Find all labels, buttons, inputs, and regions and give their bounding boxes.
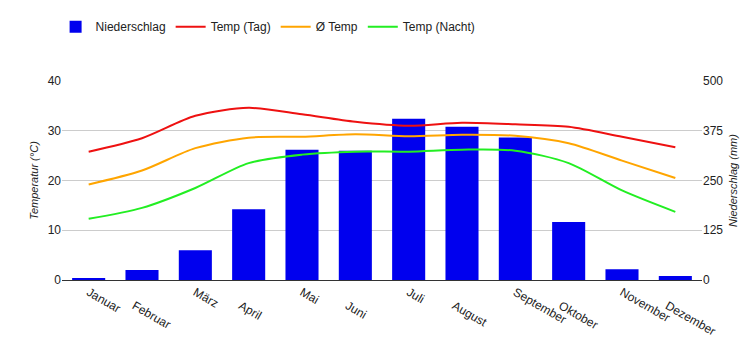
svg-text:Dezember: Dezember xyxy=(663,299,718,339)
svg-text:Juni: Juni xyxy=(343,299,369,322)
svg-text:Januar: Januar xyxy=(84,285,123,315)
svg-text:125: 125 xyxy=(703,223,723,237)
svg-text:500: 500 xyxy=(703,74,723,88)
svg-text:Niederschlag (mm): Niederschlag (mm) xyxy=(727,134,739,227)
svg-text:Ø Temp: Ø Temp xyxy=(316,20,358,34)
svg-text:Mai: Mai xyxy=(298,285,322,307)
svg-text:September: September xyxy=(511,285,569,326)
svg-text:375: 375 xyxy=(703,124,723,138)
svg-text:April: April xyxy=(236,299,264,323)
svg-text:August: August xyxy=(450,299,490,330)
svg-text:Temp (Tag): Temp (Tag) xyxy=(211,20,271,34)
svg-text:30: 30 xyxy=(48,124,62,138)
svg-text:Niederschlag: Niederschlag xyxy=(96,20,166,34)
svg-text:Temperatur (°C): Temperatur (°C) xyxy=(28,141,40,220)
svg-text:Oktober: Oktober xyxy=(556,299,600,332)
svg-text:0: 0 xyxy=(54,273,61,287)
svg-text:Juli: Juli xyxy=(404,285,427,306)
svg-text:40: 40 xyxy=(48,74,62,88)
svg-text:Temp (Nacht): Temp (Nacht) xyxy=(403,20,475,34)
svg-text:Februar: Februar xyxy=(130,299,173,332)
svg-text:März: März xyxy=(191,285,221,310)
svg-text:0: 0 xyxy=(703,273,710,287)
svg-text:250: 250 xyxy=(703,174,723,188)
svg-text:10: 10 xyxy=(48,223,62,237)
svg-text:20: 20 xyxy=(48,174,62,188)
svg-text:November: November xyxy=(618,285,673,325)
